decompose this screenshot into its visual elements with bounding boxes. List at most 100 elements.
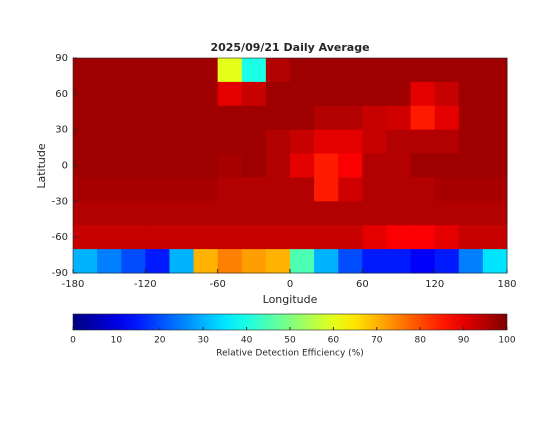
- heat-cell: [362, 81, 387, 107]
- heat-cell: [482, 153, 508, 178]
- x-tick-label: -180: [62, 279, 85, 290]
- y-tick-label: -30: [52, 196, 68, 207]
- heat-cell: [217, 225, 243, 250]
- heat-cell: [434, 105, 460, 131]
- heat-cell: [434, 177, 460, 202]
- heat-cell: [290, 81, 315, 107]
- heat-cell: [290, 225, 315, 250]
- heat-cell: [145, 201, 170, 226]
- chart-title: 2025/09/21 Daily Average: [210, 41, 369, 54]
- heat-cell: [217, 58, 243, 83]
- heat-cell: [121, 201, 146, 226]
- heat-cell: [482, 58, 508, 83]
- heat-cell: [338, 201, 363, 226]
- heat-cell: [338, 177, 363, 202]
- heat-cell: [290, 249, 315, 274]
- heat-cell: [121, 249, 146, 274]
- heat-cell: [265, 81, 291, 107]
- heat-cell: [145, 177, 170, 202]
- heat-cell: [73, 249, 98, 274]
- heat-cell: [338, 105, 363, 131]
- heat-cell: [97, 249, 122, 274]
- heat-cell: [314, 225, 339, 250]
- x-tick-label: 60: [356, 279, 369, 290]
- heat-cell: [386, 201, 412, 226]
- heat-cell: [410, 81, 436, 107]
- heat-cell: [314, 177, 339, 202]
- heat-cell: [217, 153, 243, 178]
- x-tick-label: 180: [497, 279, 516, 290]
- heat-cell: [121, 81, 146, 107]
- heat-cell: [386, 225, 412, 250]
- heat-cell: [73, 81, 98, 107]
- heat-cell: [386, 129, 412, 155]
- heat-cell: [121, 225, 146, 250]
- x-tick-label: 0: [287, 279, 293, 290]
- heat-cell: [338, 129, 363, 155]
- heat-cell: [458, 81, 484, 107]
- heat-cell: [121, 105, 146, 131]
- heat-cell: [314, 129, 339, 155]
- heat-cell: [338, 153, 363, 178]
- heat-cell: [193, 201, 219, 226]
- heat-cell: [217, 201, 243, 226]
- heat-cell: [410, 105, 436, 131]
- heat-cell: [434, 225, 460, 250]
- colorbar-tick-label: 70: [371, 336, 383, 346]
- heat-cell: [241, 58, 267, 83]
- heat-cell: [73, 201, 98, 226]
- heat-cell: [314, 81, 339, 107]
- colorbar-tick-label: 100: [498, 336, 515, 346]
- heat-cell: [386, 81, 412, 107]
- heat-cell: [73, 177, 98, 202]
- heat-cell: [386, 153, 412, 178]
- heat-cell: [410, 177, 436, 202]
- heat-cell: [386, 249, 412, 274]
- colorbar-tick-label: 0: [70, 336, 76, 346]
- heat-cell: [482, 177, 508, 202]
- heat-cell: [73, 153, 98, 178]
- heat-cell: [193, 225, 219, 250]
- heat-cell: [241, 129, 267, 155]
- heat-cell: [458, 105, 484, 131]
- heat-cell: [97, 225, 122, 250]
- heat-cell: [314, 249, 339, 274]
- colorbar-tick-label: 50: [284, 336, 296, 346]
- heat-cell: [482, 105, 508, 131]
- heat-cell: [193, 249, 219, 274]
- x-tick-label: -120: [134, 279, 157, 290]
- heat-cell: [482, 201, 508, 226]
- heat-cell: [362, 153, 387, 178]
- heat-cell: [265, 129, 291, 155]
- heat-cell: [362, 129, 387, 155]
- heat-cell: [241, 81, 267, 107]
- y-tick-label: 90: [55, 53, 68, 64]
- heat-cell: [145, 249, 170, 274]
- colorbar-tick-label: 10: [111, 336, 123, 346]
- colorbar-label: Relative Detection Efficiency (%): [216, 349, 364, 359]
- heat-cell: [73, 225, 98, 250]
- heat-cell: [217, 105, 243, 131]
- colorbar-tick-label: 60: [328, 336, 340, 346]
- heat-cell: [145, 153, 170, 178]
- heat-cell: [434, 81, 460, 107]
- heat-cell: [217, 177, 243, 202]
- heat-cell: [410, 153, 436, 178]
- heat-cell: [314, 58, 339, 83]
- heat-cell: [458, 225, 484, 250]
- heat-cell: [121, 177, 146, 202]
- heat-cell: [482, 249, 508, 274]
- heat-cell: [458, 153, 484, 178]
- heat-cell: [265, 201, 291, 226]
- heat-cell: [314, 105, 339, 131]
- heat-cell: [458, 129, 484, 155]
- heat-cell: [338, 225, 363, 250]
- heat-cell: [97, 129, 122, 155]
- x-axis-label: Longitude: [263, 293, 318, 306]
- heat-cell: [434, 58, 460, 83]
- heat-cell: [458, 201, 484, 226]
- heat-cell: [241, 177, 267, 202]
- heat-cell: [241, 153, 267, 178]
- heat-cell: [145, 58, 170, 83]
